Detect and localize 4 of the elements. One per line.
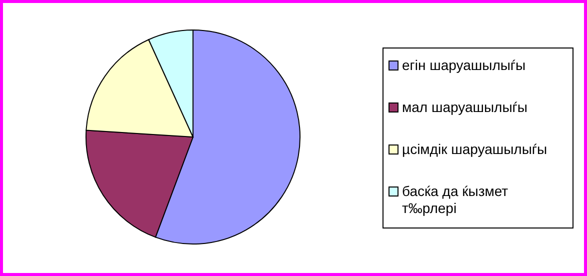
- legend-label: µсімдік шаруашылыѓы: [402, 140, 548, 157]
- legend-label: егін шаруашылыѓы: [402, 56, 526, 73]
- legend-label: мал шаруашылыѓы: [402, 98, 528, 115]
- legend-label: басќа да ќызмет т‰рлері: [402, 182, 509, 216]
